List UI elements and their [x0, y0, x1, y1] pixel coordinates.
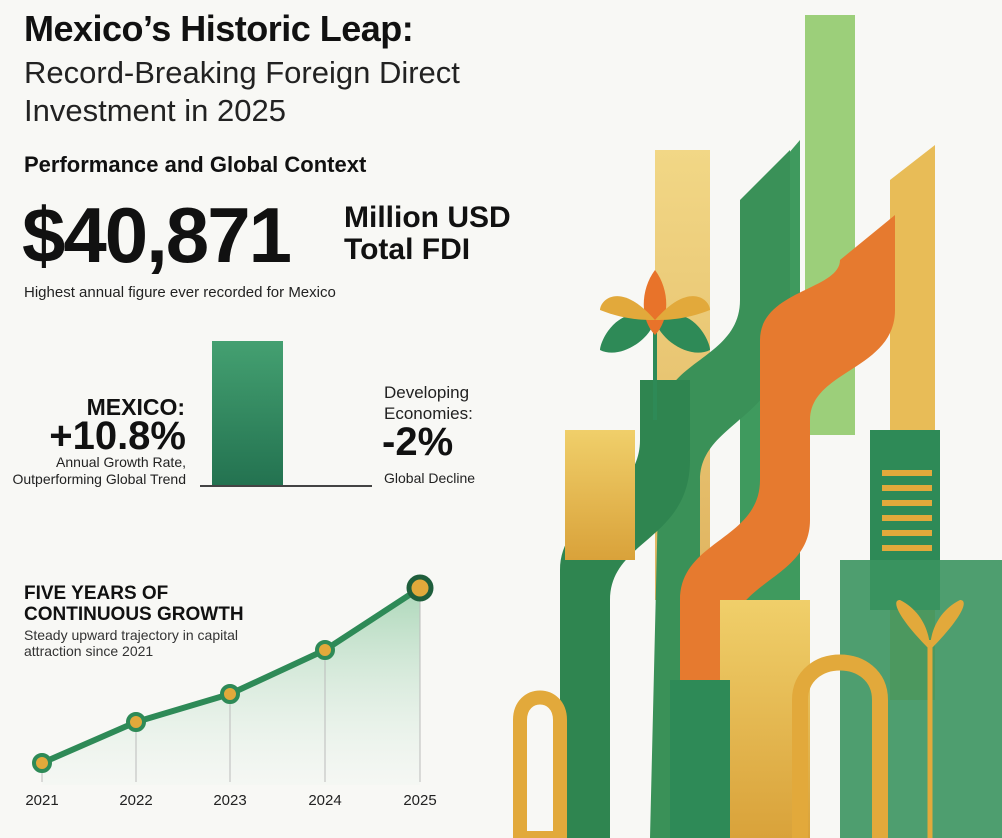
developing-economies-description: Global Decline	[384, 470, 476, 486]
unit-line2: Total FDI	[344, 233, 471, 266]
growth-point-2024	[315, 640, 335, 660]
section-title: Performance and Global Context	[24, 152, 367, 177]
total-fdi-note: Highest annual figure ever recorded for …	[24, 284, 336, 301]
mexico-growth-bar	[212, 341, 283, 486]
page-title: Mexico’s Historic Leap:	[24, 8, 414, 49]
growth-point-2023	[220, 684, 240, 704]
growth-point-2021	[32, 753, 52, 773]
page-subtitle: Record-Breaking Foreign Direct Investmen…	[24, 55, 460, 128]
year-label: 2022	[119, 792, 153, 809]
year-label: 2024	[308, 792, 342, 809]
unit-line1: Million USD	[344, 201, 511, 234]
developing-economies-label: Developing Economies:	[384, 383, 473, 423]
mexico-growth-value: +10.8%	[49, 414, 186, 458]
city-illustration	[513, 15, 1002, 838]
growth-point-2025	[406, 574, 434, 602]
year-label: 2025	[403, 792, 437, 809]
developing-economies-value: -2%	[382, 420, 454, 464]
growth-heading: FIVE YEARS OF CONTINUOUS GROWTH	[24, 583, 244, 625]
growth-subheading: Steady upward trajectory in capital attr…	[24, 627, 238, 659]
growth-point-2022	[126, 712, 146, 732]
year-label: 2021	[25, 792, 59, 809]
total-fdi-value: $40,871	[22, 191, 292, 279]
mexico-label: MEXICO:	[86, 394, 185, 420]
mexico-growth-description: Annual Growth Rate, Outperforming Global…	[12, 454, 186, 487]
comparison-baseline	[200, 485, 372, 487]
total-fdi-unit: Million USD Total FDI	[344, 202, 511, 266]
year-label: 2023	[213, 792, 247, 809]
